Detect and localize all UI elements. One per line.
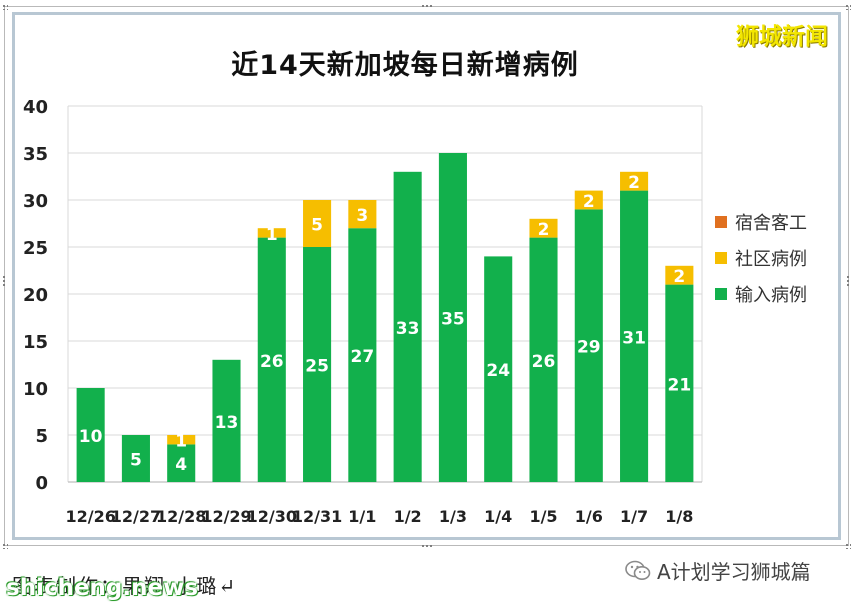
y-tick-label: 15 [23, 332, 48, 353]
bar-12/29-输入病例 [212, 359, 241, 482]
y-tick-label: 0 [35, 473, 48, 494]
x-tick-label: 12/31 [292, 507, 342, 526]
resize-handle-top-right[interactable] [845, 4, 851, 10]
x-tick-label: 1/8 [665, 507, 693, 526]
wechat-account: A计划学习狮城篇 [625, 556, 811, 585]
bar-12/31-社区病例 [303, 200, 332, 247]
chart-area-frame [12, 12, 841, 540]
data-label: 2 [538, 220, 550, 240]
x-tick-label: 1/6 [575, 507, 603, 526]
data-label: 26 [260, 352, 284, 372]
bar-1/2-输入病例 [393, 171, 422, 483]
data-label: 2 [583, 192, 595, 212]
resize-handle-bottom-right[interactable] [845, 543, 851, 549]
data-label: 13 [215, 413, 239, 433]
watermark-logo-top: 狮城新闻 [736, 24, 828, 50]
legend-swatch-imported [715, 288, 727, 300]
wechat-icon [625, 560, 651, 582]
x-tick-label: 1/4 [484, 507, 512, 526]
data-label: 26 [532, 352, 556, 372]
bar-1/4-输入病例 [484, 256, 513, 482]
legend-swatch-community [715, 252, 727, 264]
bar-1/7-输入病例 [620, 190, 649, 482]
bar-1/1-输入病例 [348, 228, 377, 482]
data-label: 1 [175, 432, 187, 452]
bar-12/30-输入病例 [257, 237, 286, 482]
x-tick-label: 12/28 [156, 507, 206, 526]
data-label: 35 [441, 310, 465, 330]
y-tick-label: 10 [23, 379, 48, 400]
footer-caption: 图表制作：果翔 小璐↵ [12, 574, 238, 598]
data-label: 1 [266, 225, 278, 245]
chart-legend: 宿舍客工 社区病例 输入病例 [715, 204, 807, 312]
resize-handle-left[interactable] [2, 275, 6, 287]
resize-handle-top[interactable] [421, 4, 433, 8]
bar-1/7-社区病例 [620, 171, 649, 191]
data-label: 25 [305, 357, 329, 377]
bar-1/8-社区病例 [665, 265, 694, 285]
bar-12/27-输入病例 [121, 435, 150, 482]
x-tick-label: 12/29 [201, 507, 251, 526]
wechat-account-name: A计划学习狮城篇 [657, 560, 811, 584]
data-label: 10 [79, 427, 103, 447]
x-tick-label: 12/30 [247, 507, 297, 526]
data-label: 27 [351, 347, 375, 367]
resize-handle-top-left[interactable] [2, 4, 8, 10]
x-tick-label: 1/3 [439, 507, 467, 526]
data-label: 31 [622, 328, 646, 348]
y-tick-label: 35 [23, 144, 48, 165]
data-label: 21 [668, 375, 692, 395]
resize-handle-right[interactable] [846, 275, 850, 287]
y-tick-label: 30 [23, 191, 48, 212]
y-tick-label: 20 [23, 285, 48, 306]
resize-handle-bottom[interactable] [421, 544, 433, 548]
legend-label-community: 社区病例 [735, 249, 807, 270]
bar-1/1-社区病例 [348, 200, 377, 229]
legend-item-imported: 输入病例 [715, 276, 807, 312]
data-label: 2 [673, 267, 685, 287]
data-label: 5 [311, 216, 323, 236]
bar-1/6-社区病例 [574, 190, 603, 210]
x-tick-label: 1/1 [348, 507, 376, 526]
y-tick-label: 40 [23, 97, 48, 118]
y-tick-label: 5 [35, 426, 48, 447]
data-label: 4 [175, 455, 187, 475]
bar-1/5-社区病例 [529, 218, 558, 238]
bar-1/8-输入病例 [665, 284, 694, 482]
bar-1/5-输入病例 [529, 237, 558, 482]
x-tick-label: 1/7 [620, 507, 648, 526]
legend-label-imported: 输入病例 [735, 285, 807, 306]
bar-12/28-社区病例 [167, 435, 196, 445]
chart-title: 近14天新加坡每日新增病例 [231, 50, 579, 81]
legend-label-dormitory: 宿舍客工 [735, 213, 807, 234]
resize-handle-bottom-left[interactable] [2, 543, 8, 549]
legend-swatch-dormitory [715, 216, 727, 228]
data-label: 3 [356, 206, 368, 226]
bar-12/26-输入病例 [76, 388, 105, 482]
data-label: 24 [486, 361, 510, 381]
legend-item-community: 社区病例 [715, 240, 807, 276]
data-label: 5 [130, 451, 142, 471]
x-tick-label: 1/5 [529, 507, 557, 526]
data-label: 2 [628, 173, 640, 193]
bar-1/6-输入病例 [574, 209, 603, 482]
x-tick-label: 12/27 [111, 507, 161, 526]
bar-1/3-输入病例 [438, 153, 467, 482]
data-label: 29 [577, 338, 601, 358]
x-tick-label: 1/2 [394, 507, 422, 526]
legend-item-dormitory: 宿舍客工 [715, 204, 807, 240]
y-tick-label: 25 [23, 238, 48, 259]
bar-12/28-输入病例 [167, 444, 196, 482]
x-tick-label: 12/26 [65, 507, 115, 526]
bar-12/31-输入病例 [303, 247, 332, 482]
watermark-logo-bottom: shicheng.news [6, 575, 199, 601]
bar-12/30-社区病例 [257, 228, 286, 238]
data-label: 33 [396, 319, 420, 339]
